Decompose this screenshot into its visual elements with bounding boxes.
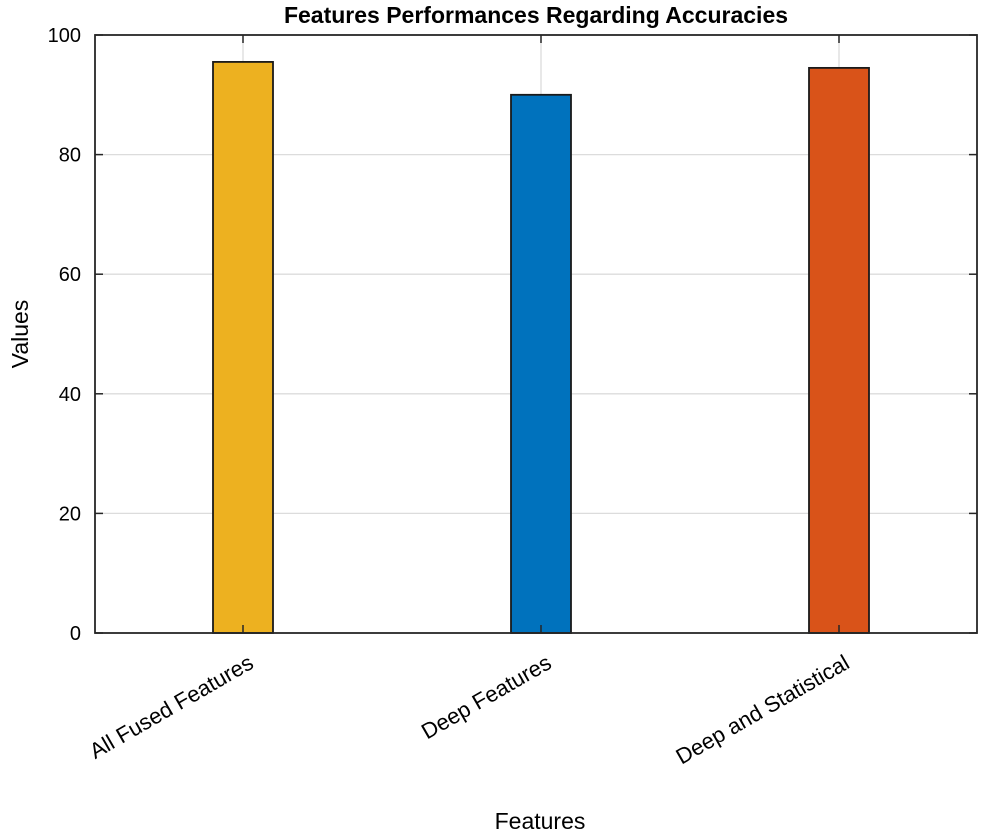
plot-frame: [94, 34, 978, 634]
axis-ticks: [95, 34, 977, 634]
x-tick-label-1: Deep Features: [417, 650, 556, 744]
x-tick-labels: All Fused Features Deep Features Deep and …: [85, 650, 853, 769]
y-tick-label-2: 40: [59, 384, 81, 406]
y-tick-label-5: 100: [48, 25, 81, 47]
x-tick-label-2: Deep and Statistical: [672, 650, 854, 769]
y-tick-label-3: 60: [59, 264, 81, 286]
bar-2: [808, 66, 870, 634]
y-tick-label-0: 0: [70, 623, 81, 645]
x-tick-label-0: All Fused Features: [85, 650, 257, 764]
bars: [212, 61, 870, 634]
y-axis-label: Values: [7, 300, 33, 369]
y-tick-label-4: 80: [59, 145, 81, 167]
bar-1: [510, 93, 572, 634]
y-tick-label-1: 20: [59, 503, 81, 525]
y-tick-labels: 0 20 40 60 80 100: [48, 25, 81, 645]
bar-0: [212, 61, 274, 634]
chart-title: Features Performances Regarding Accuraci…: [284, 2, 788, 28]
x-axis-label: Features: [495, 808, 586, 834]
